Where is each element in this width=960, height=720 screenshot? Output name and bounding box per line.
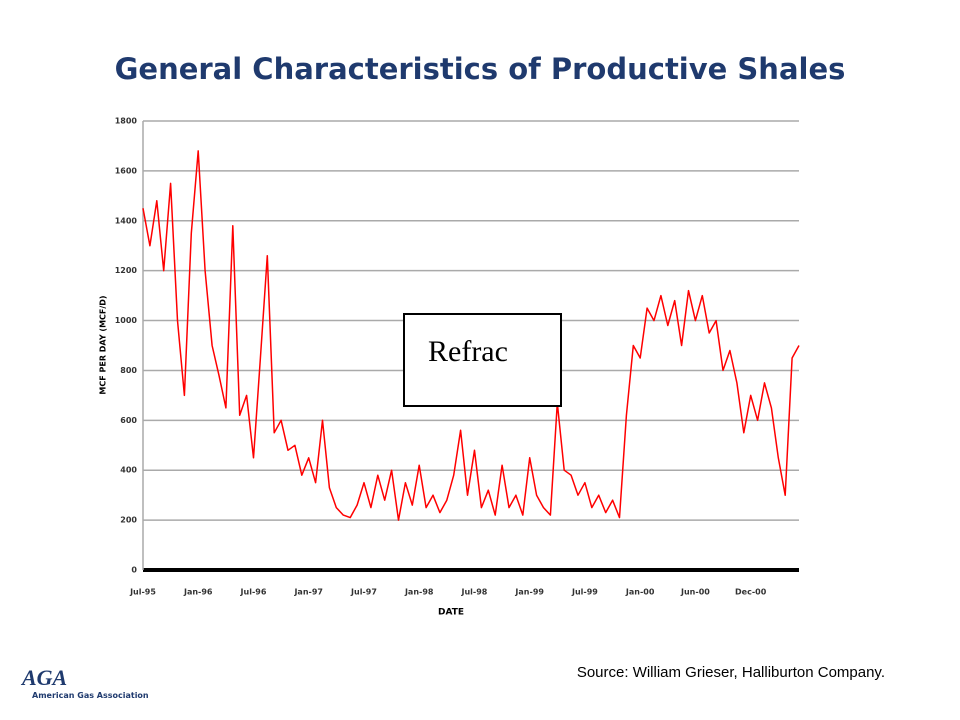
y-tick-label: 1000	[115, 316, 138, 325]
x-tick-label: Jul-97	[350, 588, 377, 597]
x-tick-label: Jul-99	[571, 588, 598, 597]
y-tick-label: 200	[120, 516, 137, 525]
logo-mark: AGA	[22, 665, 68, 690]
x-axis-label: DATE	[438, 608, 464, 618]
y-tick-label: 1200	[115, 266, 138, 275]
y-tick-label: 0	[131, 566, 137, 575]
source-note: Source: William Grieser, Halliburton Com…	[576, 664, 885, 681]
y-tick-label: 600	[120, 416, 137, 425]
x-tick-label: Dec-00	[735, 588, 767, 597]
y-tick-label: 800	[120, 366, 137, 375]
x-tick-label: Jan-98	[404, 588, 434, 597]
x-tick-label: Jan-96	[183, 588, 213, 597]
x-tick-label: Jun-00	[680, 588, 710, 597]
y-axis-label: MCF PER DAY (MCF/D)	[99, 295, 108, 394]
y-tick-label: 1600	[115, 166, 138, 175]
y-tick-label: 400	[120, 466, 137, 475]
x-tick-label: Jan-99	[514, 588, 544, 597]
x-tick-label: Jan-00	[625, 588, 655, 597]
logo: AGA American Gas Association	[22, 665, 149, 700]
y-tick-label: 1800	[115, 117, 138, 126]
y-tick-label: 1400	[115, 216, 138, 225]
x-tick-label: Jul-98	[461, 588, 488, 597]
x-tick-label: Jul-96	[240, 588, 267, 597]
annotation-text: Refrac	[428, 335, 508, 368]
logo-name: American Gas Association	[32, 691, 149, 700]
slide-title: General Characteristics of Productive Sh…	[114, 52, 846, 86]
data-line	[142, 150, 800, 521]
x-tick-label: Jan-97	[293, 588, 323, 597]
annotation-box	[403, 313, 562, 407]
x-tick-label: Jul-95	[129, 588, 156, 597]
